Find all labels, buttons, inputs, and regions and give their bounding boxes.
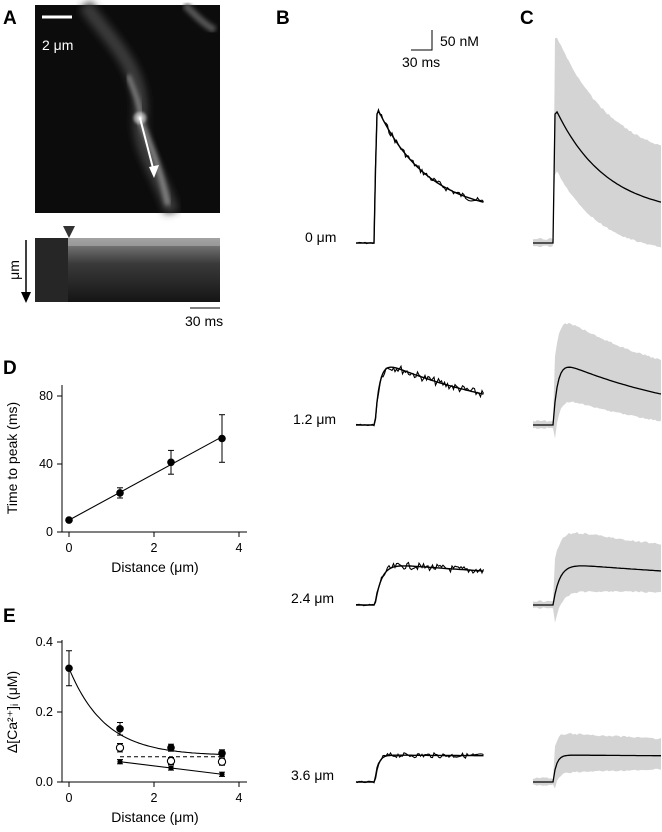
b-trace-raw — [356, 563, 484, 606]
e-point-small — [168, 765, 173, 770]
panel-label-a: A — [3, 8, 17, 29]
trace-distance-label: 0 μm — [305, 229, 336, 245]
e-ylabel: Δ[Ca²⁺]ᵢ (μM) — [4, 671, 20, 753]
fluorescence-image: 2 μm — [35, 5, 220, 213]
e-xtick-label: 2 — [151, 791, 158, 805]
panel-b-traces — [356, 110, 484, 783]
chart-calcium-amplitude: 0 2 4 0.0 0.2 0.4 Δ[Ca²⁺]ᵢ (μM) Distance (μm) — [4, 635, 247, 825]
d-axes — [62, 385, 247, 532]
linescan-axis-label: μm — [6, 260, 22, 280]
c-sd-band — [533, 733, 661, 789]
trace-distance-label: 3.6 μm — [291, 767, 334, 783]
e-xtick-label: 0 — [66, 791, 73, 805]
b-trace-fit — [356, 111, 484, 243]
panel-label-e: E — [3, 606, 16, 627]
e-xtick-label: 4 — [236, 791, 243, 805]
panel-label-b: B — [276, 8, 290, 29]
e-ytick-label: 0.4 — [36, 635, 53, 649]
e-ytick-label: 0.0 — [36, 775, 53, 789]
b-trace-fit — [356, 755, 484, 782]
e-point-filled — [218, 750, 226, 758]
d-ylabel: Time to peak (ms) — [4, 402, 20, 514]
d-point — [65, 516, 73, 524]
d-ytick-label: 80 — [39, 389, 53, 403]
line-scan-image: μm 30 ms — [6, 226, 223, 329]
e-point-open — [167, 757, 174, 764]
d-xtick-label: 2 — [151, 541, 158, 555]
d-point — [218, 435, 226, 443]
panel-label-d: D — [3, 358, 17, 379]
d-point — [167, 459, 175, 467]
panel-c-traces — [533, 38, 661, 789]
d-fit-line — [69, 437, 222, 520]
d-ytick-label: 40 — [39, 457, 53, 471]
e-ytick-label: 0.2 — [36, 705, 53, 719]
stimulus-arrowhead — [63, 226, 75, 238]
scalebar-x-label: 30 ms — [402, 54, 440, 70]
trace-distance-label: 2.4 μm — [291, 590, 334, 606]
e-point-open — [116, 744, 123, 751]
scalebar-y-label: 50 nM — [440, 33, 479, 49]
b-trace-fit — [356, 367, 484, 425]
d-ytick-label: 0 — [46, 525, 53, 539]
c-sd-band — [533, 323, 661, 439]
panel-label-c: C — [520, 8, 534, 29]
e-xlabel: Distance (μm) — [111, 809, 198, 825]
e-point-small — [117, 759, 122, 764]
trace-distance-label: 1.2 μm — [293, 411, 336, 427]
d-xtick-label: 4 — [236, 541, 243, 555]
e-point-open — [218, 758, 225, 765]
d-xtick-label: 0 — [66, 541, 73, 555]
e-point-filled — [65, 664, 73, 672]
e-fit-curve — [69, 668, 222, 754]
linescan-time-label: 30 ms — [185, 313, 223, 329]
e-point-filled — [116, 725, 124, 733]
image-scale-label: 2 μm — [42, 37, 73, 53]
e-point-filled — [167, 744, 175, 752]
c-sd-band — [533, 532, 661, 623]
b-trace-fit — [356, 566, 484, 605]
d-point — [116, 489, 124, 497]
c-sd-band — [533, 38, 661, 248]
panel-b-scalebar: 50 nM 30 ms — [402, 30, 479, 70]
e-point-small — [219, 772, 224, 777]
d-xlabel: Distance (μm) — [111, 559, 198, 575]
